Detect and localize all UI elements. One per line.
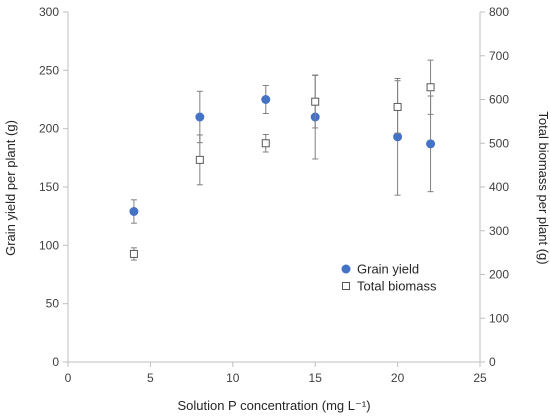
data-point xyxy=(393,132,403,142)
y2-tick-label: 700 xyxy=(489,49,509,63)
y-tick-label: 100 xyxy=(39,238,59,252)
y-tick-label: 150 xyxy=(39,180,59,194)
y2-tick-label: 0 xyxy=(489,355,496,369)
legend-marker-grain-yield xyxy=(341,264,351,274)
x-tick-label: 10 xyxy=(226,371,240,385)
x-tick-label: 5 xyxy=(147,371,154,385)
y-axis-title: Grain yield per plant (g) xyxy=(3,120,18,256)
legend-marker-total-biomass xyxy=(342,282,350,290)
y-tick-label: 300 xyxy=(39,5,59,19)
x-tick-label: 20 xyxy=(391,371,405,385)
data-point xyxy=(261,95,271,104)
y2-tick-label: 600 xyxy=(489,93,509,107)
legend: Grain yield Total biomass xyxy=(341,262,437,294)
data-marks xyxy=(129,59,436,261)
y-tick-label: 250 xyxy=(39,63,59,77)
data-point xyxy=(261,139,270,148)
series-grain-yield xyxy=(129,74,436,224)
y2-tick-label: 800 xyxy=(489,5,509,19)
y2-tick-label: 300 xyxy=(489,224,509,238)
data-point xyxy=(426,139,436,149)
series-total-biomass xyxy=(129,59,435,261)
y2-axis-ticks: 0 100 200 300 400 500 600 700 800 xyxy=(480,5,509,369)
x-axis-title: Solution P concentration (mg L⁻¹) xyxy=(177,398,370,413)
data-point xyxy=(195,155,204,164)
legend-label-total-biomass: Total biomass xyxy=(357,279,437,294)
y2-tick-label: 500 xyxy=(489,136,509,150)
data-point xyxy=(393,102,402,111)
y2-axis-title: Total biomass per plant (g) xyxy=(536,111,550,264)
y-tick-label: 0 xyxy=(52,355,59,369)
y-tick-label: 200 xyxy=(39,122,59,136)
x-tick-label: 0 xyxy=(65,371,72,385)
y-tick-label: 50 xyxy=(46,297,60,311)
data-point xyxy=(426,83,435,92)
y2-tick-label: 400 xyxy=(489,180,509,194)
y2-tick-label: 100 xyxy=(489,311,509,325)
y-axis-ticks: 0 50 100 150 200 250 300 xyxy=(39,5,68,369)
y2-tick-label: 200 xyxy=(489,268,509,282)
plot-area xyxy=(67,12,481,363)
data-point xyxy=(129,249,138,258)
data-point xyxy=(311,97,320,106)
x-axis-ticks: 0 5 10 15 20 25 xyxy=(65,362,487,385)
x-tick-label: 25 xyxy=(473,371,487,385)
data-point xyxy=(129,207,139,216)
x-tick-label: 15 xyxy=(309,371,323,385)
data-point xyxy=(195,112,205,122)
legend-label-grain-yield: Grain yield xyxy=(357,262,419,277)
